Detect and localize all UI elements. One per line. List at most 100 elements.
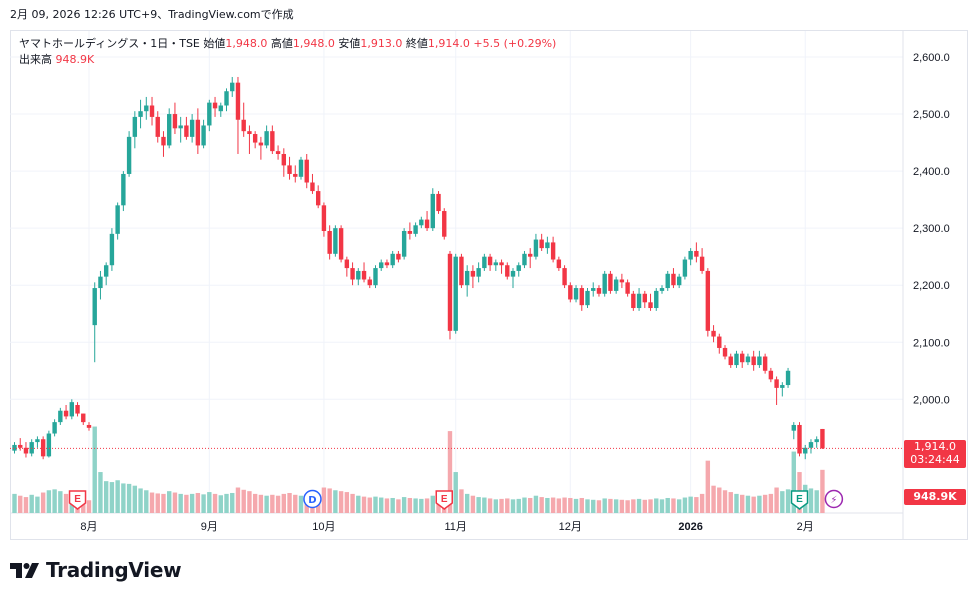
candle-body [247, 131, 252, 135]
close-value: 1,914.0 [427, 37, 470, 50]
candle-body [568, 285, 573, 300]
time-tick-label: 9月 [201, 521, 218, 533]
volume-bar [493, 499, 499, 513]
candle-body [505, 265, 510, 277]
ohlc-legend: ヤマトホールディングス・1日・TSE 始値1,948.0 高値1,948.0 安… [19, 35, 556, 51]
volume-bar [407, 497, 413, 513]
volume-bar [35, 496, 40, 513]
candle-body [333, 228, 338, 254]
volume-bar [722, 490, 728, 513]
candle-body [310, 182, 315, 192]
candle-body [545, 242, 550, 249]
candle-body [92, 288, 97, 326]
chart-timestamp: 2月 09, 2026 12:26 UTC+9、TradingView.comで… [10, 8, 294, 21]
volume-bar [103, 481, 109, 513]
candle-body [69, 402, 74, 417]
candle-body [751, 356, 756, 366]
candle-body [550, 242, 556, 260]
candle-body [35, 439, 40, 443]
candle-body [390, 253, 395, 266]
candle-body [109, 233, 115, 266]
candle-body [275, 151, 281, 154]
candle-body [379, 262, 384, 269]
candle-body [201, 125, 206, 146]
volume-bar [654, 498, 659, 513]
volume-bar [550, 497, 556, 513]
volume-bar [401, 497, 407, 513]
volume-bar [144, 490, 149, 513]
volume-bar [613, 499, 619, 513]
volume-bar [631, 499, 636, 513]
volume-bar [762, 494, 768, 513]
last-price: 1,914.0 [914, 440, 956, 453]
volume-bar [167, 491, 172, 513]
volume-bar [293, 494, 298, 513]
candle-body [287, 165, 292, 174]
event-marker-label: ⚡ [830, 495, 837, 506]
volume-bar [350, 493, 355, 513]
candle-body [356, 270, 361, 280]
tradingview-logo[interactable]: TradingView [10, 558, 182, 582]
volume-bar [333, 490, 338, 513]
candle-body [252, 134, 258, 143]
candle-body [528, 253, 533, 257]
price-tick-label: 2,500.0 [913, 109, 950, 121]
candle-body [499, 262, 504, 266]
volume-bar [596, 500, 602, 513]
candle-body [258, 142, 264, 146]
last-price-badge: 1,914.0 03:24:44 [904, 440, 966, 468]
volume-bar [63, 493, 69, 513]
candle-body [803, 447, 808, 454]
volume-bar [356, 495, 361, 513]
volume-bar [195, 492, 201, 513]
split-marker [824, 489, 844, 509]
volume-bar [728, 492, 733, 513]
candle-body [172, 114, 178, 129]
candle-body [791, 424, 796, 431]
time-tick-label: 12月 [559, 521, 582, 533]
volume-bar [482, 497, 487, 513]
candle-body [688, 250, 693, 260]
volume-bar [757, 495, 762, 513]
candle-body [728, 356, 733, 366]
candle-body [155, 116, 160, 137]
volume-bar [780, 491, 785, 513]
volume-bar [487, 498, 493, 513]
candle-body [676, 276, 682, 286]
candle-body [350, 268, 355, 280]
volume-bar [814, 490, 819, 513]
price-candles [10, 76, 903, 460]
volume-bar [740, 494, 745, 513]
candle-body [608, 273, 613, 291]
volume-bar [522, 497, 527, 513]
brand-name: TradingView [46, 558, 182, 582]
candle-body [407, 231, 413, 234]
candle-body [464, 270, 470, 286]
candle-body [699, 256, 705, 271]
volume-bar [556, 498, 562, 513]
close-label: 終値 [405, 37, 428, 50]
volume-bar [453, 472, 458, 513]
volume-bar [676, 499, 682, 513]
candle-body [401, 231, 407, 257]
volume-label: 出来高 [19, 53, 52, 66]
volume-bar [46, 490, 52, 513]
volume-bar [40, 492, 46, 513]
volume-bar [688, 496, 693, 513]
candle-body [126, 136, 132, 174]
volume-badge: 948.9K [904, 489, 966, 505]
time-tick-label: 8月 [80, 521, 97, 533]
volume-bar [699, 493, 705, 513]
low-label: 安値 [338, 37, 361, 50]
candle-body [482, 256, 487, 269]
candle-body [46, 433, 52, 457]
volume-bar [642, 499, 647, 513]
volume-bar [18, 495, 23, 513]
candle-body [344, 259, 350, 269]
volume-bar [768, 493, 774, 513]
volume-bar [81, 499, 86, 513]
candle-body [556, 259, 562, 269]
volume-bar [189, 493, 195, 513]
candle-body [768, 370, 774, 380]
